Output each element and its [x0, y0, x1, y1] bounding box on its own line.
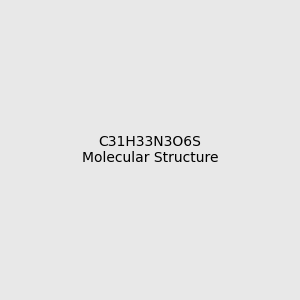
- Text: C31H33N3O6S
Molecular Structure: C31H33N3O6S Molecular Structure: [82, 135, 218, 165]
